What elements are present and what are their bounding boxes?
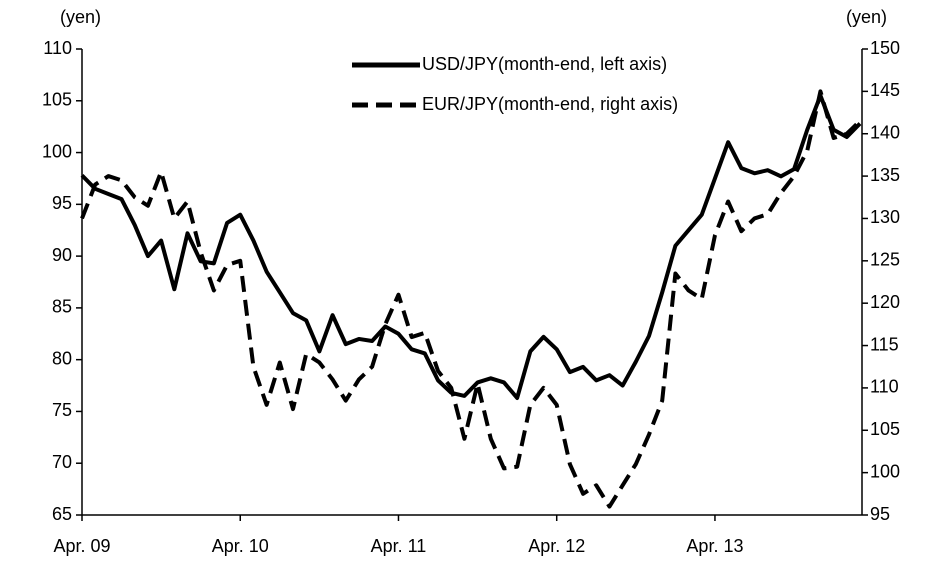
x-tick-label: Apr. 10 [212, 536, 269, 556]
y2-tick-label: 125 [870, 250, 900, 270]
y-tick-label: 65 [52, 504, 72, 524]
legend-label: USD/JPY(month-end, left axis) [422, 54, 667, 74]
y2-tick-label: 115 [870, 334, 899, 354]
y2-tick-label: 110 [870, 377, 899, 397]
y2-tick-label: 95 [870, 504, 890, 524]
y2-tick-label: 140 [870, 122, 900, 142]
legend-label: EUR/JPY(month-end, right axis) [422, 94, 678, 114]
y-tick-label: 85 [52, 297, 72, 317]
y-tick-label: 100 [42, 141, 72, 161]
y-axis-label: (yen) [60, 7, 101, 27]
x-tick-label: Apr. 13 [686, 536, 743, 556]
x-tick-label: Apr. 09 [53, 536, 110, 556]
y-tick-label: 110 [43, 38, 72, 58]
y2-tick-label: 150 [870, 38, 900, 58]
y-tick-label: 90 [52, 245, 72, 265]
series-line [80, 89, 862, 509]
y2-tick-label: 100 [870, 461, 900, 481]
x-tick-label: Apr. 12 [528, 536, 585, 556]
series-line [80, 93, 862, 400]
y2-axis-label: (yen) [846, 7, 887, 27]
y2-tick-label: 120 [870, 292, 900, 312]
y-tick-label: 95 [52, 193, 72, 213]
y2-tick-label: 130 [870, 207, 900, 227]
y-tick-label: 75 [52, 400, 72, 420]
y-tick-label: 105 [42, 90, 72, 110]
y-tick-label: 70 [52, 452, 72, 472]
x-tick-label: Apr. 11 [371, 536, 427, 556]
y-tick-label: 80 [52, 348, 72, 368]
y2-tick-label: 145 [870, 80, 900, 100]
y2-tick-label: 105 [870, 419, 900, 439]
y2-tick-label: 135 [870, 165, 900, 185]
